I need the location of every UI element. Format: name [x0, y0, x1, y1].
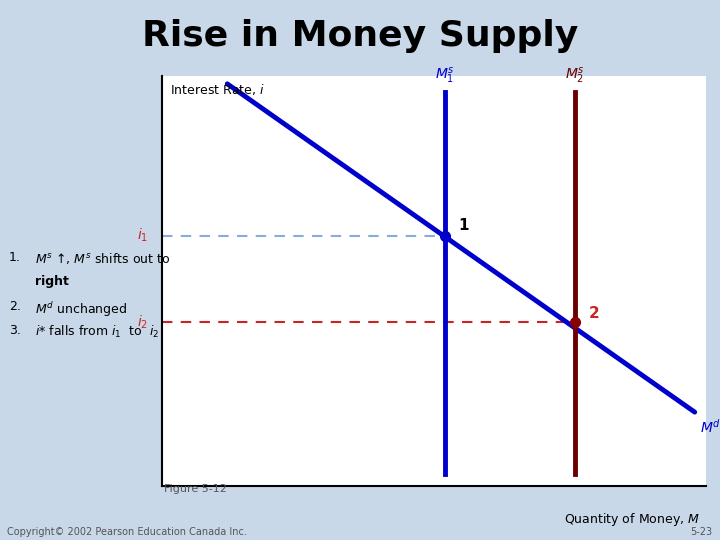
- Text: 2.: 2.: [9, 300, 20, 313]
- Text: Quantity of Money, $M$: Quantity of Money, $M$: [564, 511, 700, 528]
- Text: Interest Rate, $i$: Interest Rate, $i$: [170, 82, 265, 97]
- Text: $M_1^s$: $M_1^s$: [435, 66, 454, 86]
- Text: Copyright© 2002 Pearson Education Canada Inc.: Copyright© 2002 Pearson Education Canada…: [7, 527, 247, 537]
- Text: $M_2^s$: $M_2^s$: [565, 66, 585, 86]
- Text: $M^s$ ↑, $M^s$ shifts out to: $M^s$ ↑, $M^s$ shifts out to: [35, 251, 170, 266]
- Text: 2: 2: [589, 306, 600, 321]
- Text: Figure 5-12: Figure 5-12: [164, 484, 227, 494]
- Text: 5-23: 5-23: [690, 527, 713, 537]
- Text: 3.: 3.: [9, 324, 20, 337]
- Text: 1: 1: [458, 218, 469, 233]
- Text: right: right: [35, 275, 68, 288]
- Text: $M^d$ unchanged: $M^d$ unchanged: [35, 300, 127, 319]
- Text: $i_2$: $i_2$: [138, 313, 148, 330]
- Text: 1.: 1.: [9, 251, 20, 264]
- Text: $i$* falls from $i_1$  to  $i_2$: $i$* falls from $i_1$ to $i_2$: [35, 324, 159, 340]
- Text: $i_1$: $i_1$: [138, 227, 148, 245]
- Text: Rise in Money Supply: Rise in Money Supply: [142, 19, 578, 53]
- Text: $M^d$: $M^d$: [700, 418, 720, 436]
